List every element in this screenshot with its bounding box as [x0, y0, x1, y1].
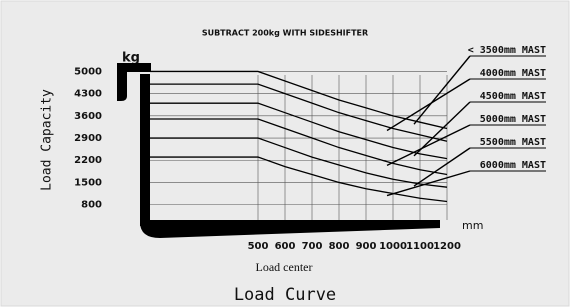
- y-tick-label: 2900: [74, 133, 102, 144]
- legend-label: < 3500mm MAST: [468, 45, 546, 56]
- x-tick-label: 500: [248, 241, 269, 252]
- legend-label: 4000mm MAST: [480, 68, 546, 79]
- y-tick-label: 2200: [74, 155, 102, 166]
- legend-label: 4500mm MAST: [480, 91, 546, 102]
- x-tick-label: 900: [356, 241, 377, 252]
- y-tick-label: 1500: [74, 177, 102, 188]
- y-tick-label: 4300: [74, 89, 102, 100]
- legend-label: 5500mm MAST: [480, 137, 546, 148]
- x-tick-label: 700: [302, 241, 323, 252]
- x-tick-label: 1100: [406, 241, 434, 252]
- y-tick-label: 5000: [74, 66, 102, 77]
- y-axis-label: Load Capacity: [40, 89, 55, 191]
- chart-title: SUBTRACT 200kg WITH SIDESHIFTER: [202, 29, 368, 38]
- x-axis-label: Load center: [256, 260, 313, 274]
- x-tick-label: 600: [275, 241, 296, 252]
- x-tick-label: 1200: [433, 241, 461, 252]
- x-unit: mm: [462, 219, 483, 232]
- caption: Load Curve: [234, 285, 336, 305]
- y-tick-label: 800: [81, 200, 102, 211]
- legend-label: 6000mm MAST: [480, 160, 546, 171]
- y-tick-label: 3600: [74, 111, 102, 122]
- chart: SUBTRACT 200kg WITH SIDESHIFTER kg mm Lo…: [0, 0, 570, 307]
- legend-label: 5000mm MAST: [480, 114, 546, 125]
- x-tick-label: 800: [329, 241, 350, 252]
- fork-shank: [140, 74, 150, 226]
- x-tick-label: 1000: [379, 241, 407, 252]
